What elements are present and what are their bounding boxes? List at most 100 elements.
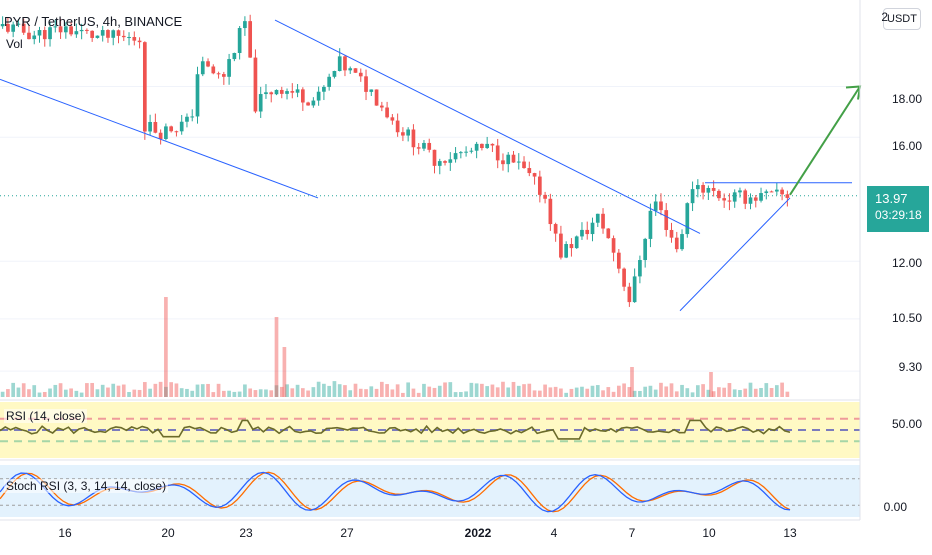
volume-bar — [495, 387, 500, 397]
volume-bar — [285, 384, 289, 397]
current-price-tag: 13.97 03:29:18 — [867, 186, 929, 232]
volume-bar — [506, 387, 511, 397]
stoch-axis-label: 0.00 — [883, 500, 907, 514]
volume-bar — [179, 388, 184, 397]
volume-bar — [601, 390, 605, 397]
volume-bar — [137, 389, 142, 397]
candle-body — [169, 126, 174, 132]
volume-bar — [37, 392, 42, 397]
volume-bar — [706, 389, 711, 397]
candle-body — [306, 102, 310, 106]
volume-bar — [27, 389, 31, 397]
volume-bar — [79, 392, 84, 397]
candle-body — [395, 120, 400, 133]
volume-bar — [695, 385, 700, 397]
candle-body — [32, 35, 37, 40]
volume-bar — [379, 381, 384, 397]
candle-body — [743, 190, 748, 204]
time-label: 10 — [702, 526, 716, 540]
candle-body — [511, 154, 516, 163]
volume-bar — [453, 392, 458, 397]
volume-bar — [427, 386, 432, 397]
volume-bar — [237, 391, 242, 397]
candle-body — [706, 187, 711, 193]
candle-body — [537, 176, 542, 195]
volume-bar — [659, 382, 663, 397]
volume-bar — [680, 384, 684, 397]
volume-bar — [685, 388, 690, 397]
candle-body — [253, 57, 258, 112]
candle-body — [580, 229, 584, 237]
candle-body — [659, 201, 663, 211]
candle-body — [738, 190, 742, 193]
time-label: 20 — [161, 526, 175, 540]
volume-bar — [627, 387, 632, 397]
volume-bar — [185, 388, 189, 397]
time-label: 2022 — [464, 526, 492, 540]
volume-bar — [85, 383, 89, 397]
candle-body — [411, 129, 416, 148]
volume-bar — [674, 391, 679, 397]
volume-spike — [282, 347, 287, 397]
volume-bar — [174, 383, 179, 397]
candle-body — [622, 268, 626, 287]
volume-bar — [458, 392, 463, 397]
volume-bar — [548, 387, 553, 397]
rsi-label[interactable]: RSI (14, close) — [4, 409, 88, 423]
volume-bar — [743, 388, 748, 397]
volume-bar — [580, 386, 584, 397]
volume-bar — [448, 382, 453, 397]
candle-body — [648, 210, 653, 239]
volume-bar — [437, 385, 442, 397]
volume-bar — [516, 385, 521, 397]
volume-bar — [74, 390, 79, 397]
candle-body — [153, 121, 158, 133]
candle-body — [311, 100, 316, 106]
candle-body — [243, 21, 247, 29]
candle-body — [132, 37, 137, 41]
volume-bar — [269, 390, 274, 397]
volume-bar — [474, 383, 479, 397]
volume-spike — [274, 317, 279, 397]
candle-body — [727, 200, 732, 202]
candle-body — [495, 145, 500, 161]
candle-body — [522, 161, 526, 169]
candle-body — [595, 213, 600, 223]
volume-bar — [153, 383, 158, 397]
volume-label: Vol — [6, 37, 23, 51]
candle-body — [374, 89, 379, 106]
volume-bar — [648, 385, 653, 397]
volume-bar — [569, 388, 574, 397]
candle-body — [669, 229, 674, 238]
currency-button[interactable]: USDT — [883, 8, 921, 30]
candle-body — [111, 30, 116, 38]
candle-body — [100, 30, 105, 36]
candle-body — [274, 89, 279, 95]
volume-bar — [95, 389, 100, 397]
volume-bar — [717, 387, 721, 397]
volume-bar — [142, 382, 147, 397]
candle-body — [58, 26, 63, 33]
candle-body — [543, 194, 547, 199]
volume-bar — [616, 385, 621, 397]
candle-body — [79, 29, 84, 32]
volume-bar — [738, 390, 742, 397]
projection-arrow — [789, 85, 861, 196]
volume-bar — [422, 383, 426, 397]
volume-bar — [638, 390, 642, 397]
candle-body — [322, 86, 326, 92]
candle-body — [422, 142, 426, 149]
volume-bar — [311, 387, 316, 397]
stoch-rsi-label[interactable]: Stoch RSI (3, 3, 14, 14, close) — [4, 479, 169, 493]
volume-bar — [6, 389, 10, 397]
time-label: 16 — [58, 526, 72, 540]
candle-body — [300, 89, 305, 103]
trendlines[interactable] — [0, 19, 862, 312]
rsi-series — [0, 419, 791, 440]
volume-spike — [164, 297, 168, 397]
volume-bar — [753, 388, 758, 397]
candle-body — [216, 73, 221, 75]
volume-bar — [148, 388, 152, 397]
